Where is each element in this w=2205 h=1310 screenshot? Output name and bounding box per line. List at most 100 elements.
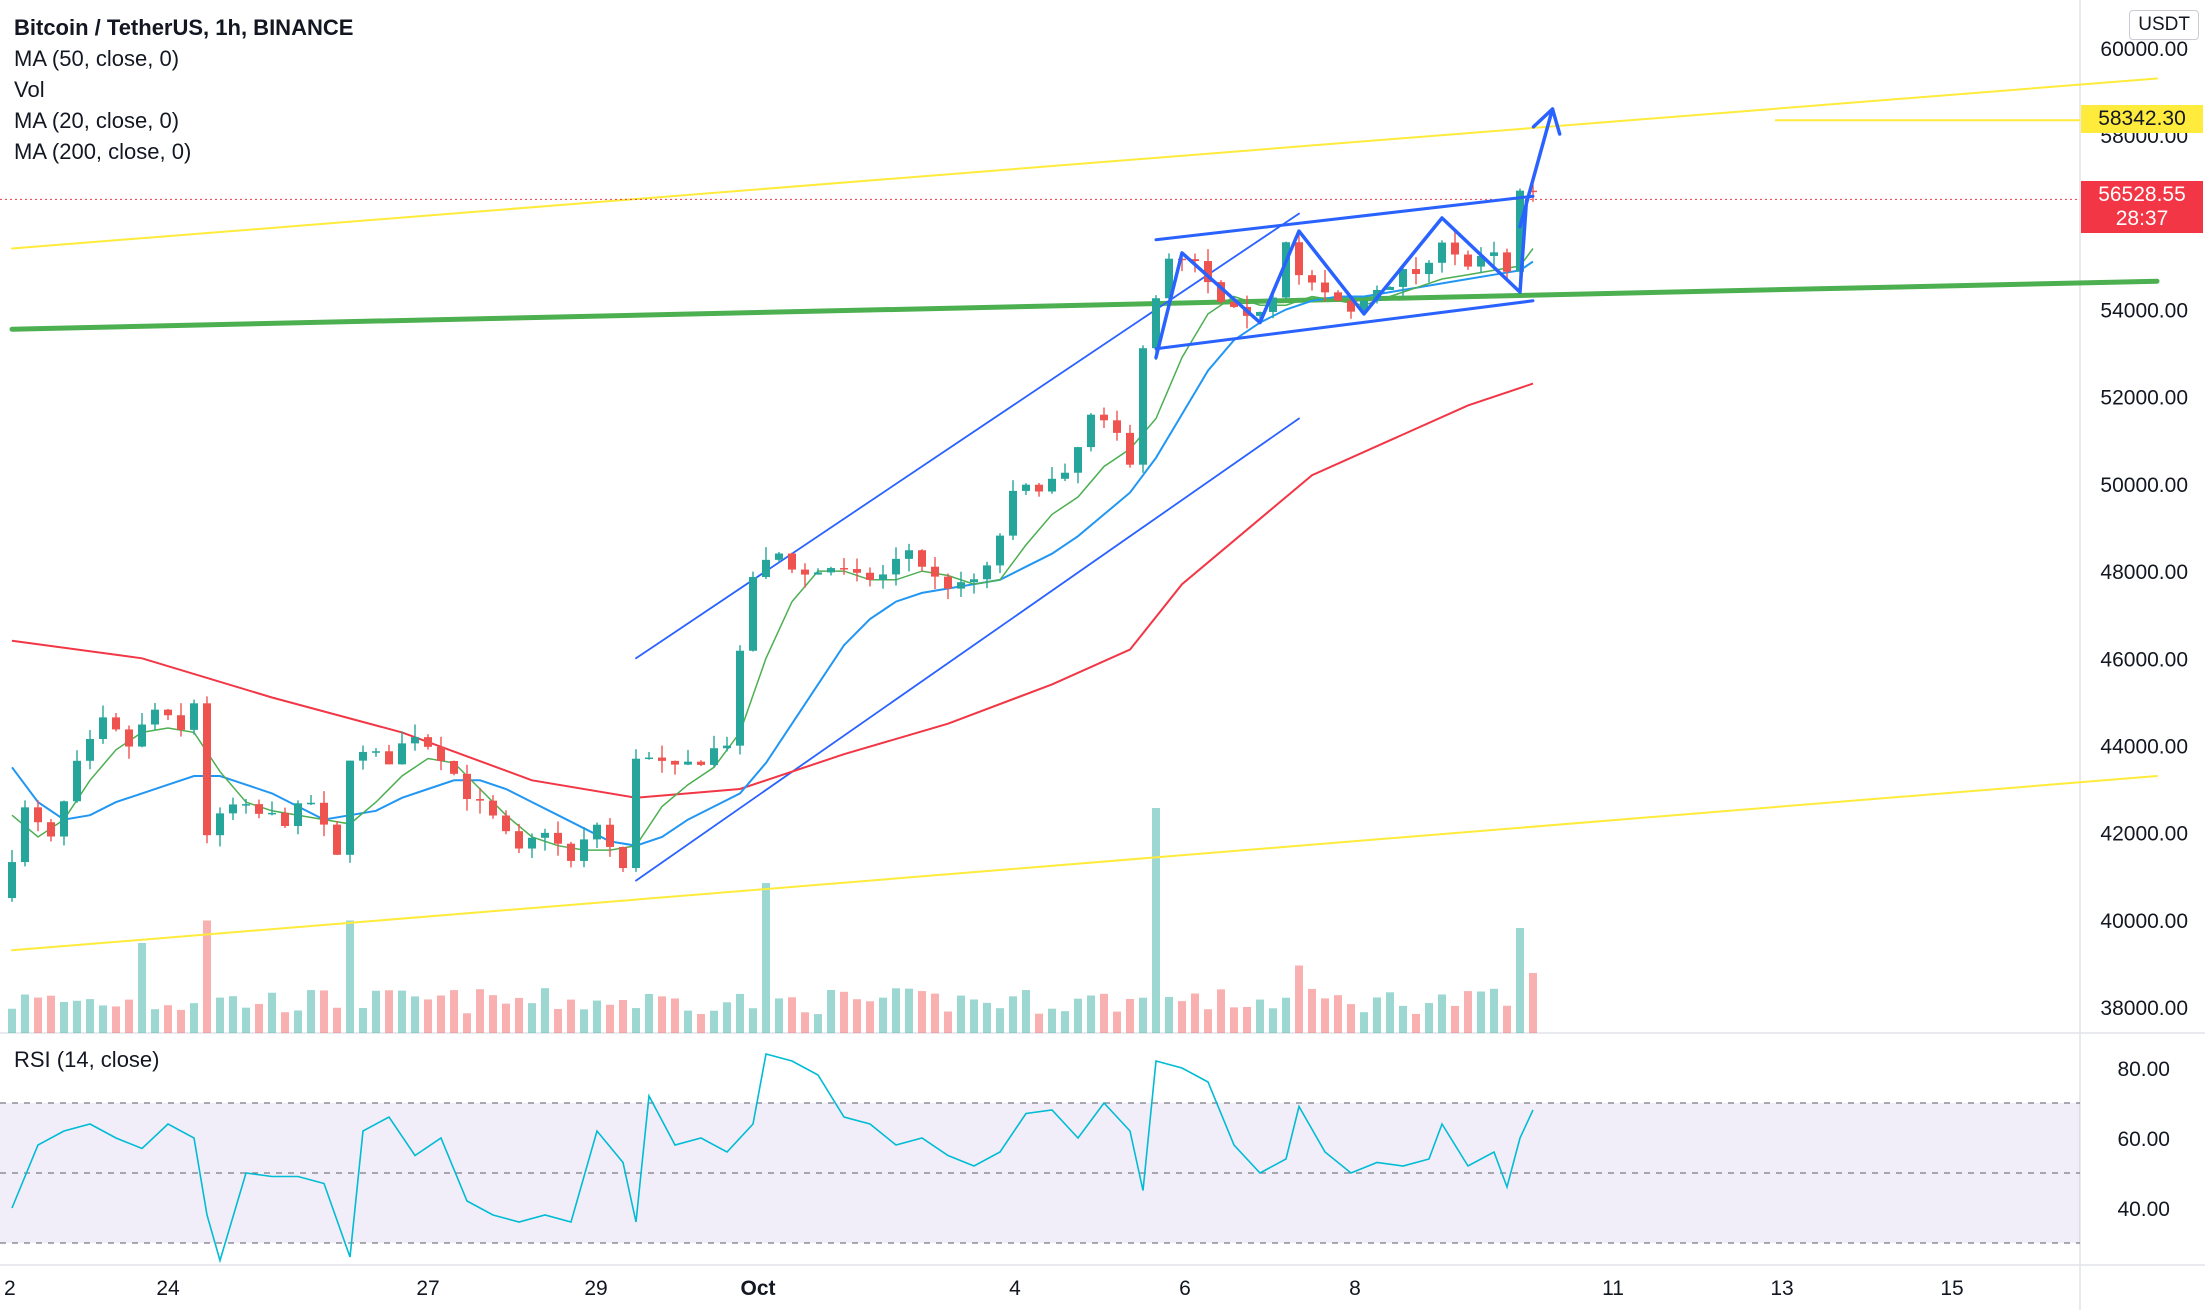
candle-body[interactable] [203, 703, 211, 836]
legend-ma200[interactable]: MA (200, close, 0) [14, 139, 192, 164]
candle-body[interactable] [580, 839, 588, 861]
pattern-drawings[interactable] [1154, 107, 1562, 360]
candle-body[interactable] [879, 574, 887, 580]
candlesticks[interactable] [8, 184, 1537, 902]
candle-body[interactable] [294, 803, 302, 827]
candle-body[interactable] [736, 650, 744, 746]
candle-body[interactable] [1061, 472, 1069, 479]
rising-channel-upper[interactable] [635, 212, 1300, 660]
candle-body[interactable] [918, 550, 926, 567]
candle-body[interactable] [866, 572, 874, 580]
candle-body[interactable] [151, 709, 159, 725]
candle-body[interactable] [86, 738, 94, 761]
candle-body[interactable] [112, 717, 120, 730]
candle-body[interactable] [528, 837, 536, 849]
price-tick-label[interactable]: 54000.00 [2100, 300, 2188, 323]
candle-body[interactable] [1516, 190, 1524, 272]
candle-body[interactable] [1126, 432, 1134, 465]
time-tick-label[interactable]: 4 [1009, 1277, 1021, 1300]
candle-body[interactable] [1087, 414, 1095, 448]
candle-body[interactable] [1269, 297, 1277, 312]
candle-body[interactable] [814, 572, 822, 575]
candle-body[interactable] [437, 746, 445, 762]
candle-body[interactable] [762, 559, 770, 578]
rsi-axis[interactable]: 80.00 60.00 40.00 [2117, 1058, 2170, 1221]
candle-body[interactable] [1529, 190, 1537, 193]
time-axis[interactable]: 2 24 27 29 Oct 4 6 8 11 13 15 [4, 1277, 1964, 1300]
candle-body[interactable] [320, 802, 328, 825]
candle-body[interactable] [1334, 292, 1342, 301]
candle-body[interactable] [1347, 300, 1355, 312]
candle-body[interactable] [463, 773, 471, 800]
time-tick-label[interactable]: 29 [584, 1277, 607, 1300]
candle-body[interactable] [1425, 262, 1433, 274]
candle-body[interactable] [1230, 301, 1238, 307]
time-tick-label[interactable]: 2 [4, 1277, 16, 1300]
candle-body[interactable] [1399, 269, 1407, 287]
candle-body[interactable] [450, 761, 458, 774]
candle-body[interactable] [554, 832, 562, 844]
candle-body[interactable] [1503, 252, 1511, 272]
candle-body[interactable] [411, 737, 419, 744]
legend-ma50[interactable]: MA (50, close, 0) [14, 46, 180, 71]
candle-body[interactable] [216, 813, 224, 836]
candle-body[interactable] [268, 812, 276, 815]
candle-body[interactable] [1295, 242, 1303, 276]
candle-body[interactable] [242, 804, 250, 806]
candle-body[interactable] [1152, 298, 1160, 349]
candle-body[interactable] [970, 579, 978, 583]
candle-body[interactable] [645, 757, 653, 760]
candle-body[interactable] [775, 553, 783, 560]
candle-body[interactable] [593, 824, 601, 840]
candle-body[interactable] [632, 758, 640, 869]
candle-body[interactable] [1464, 254, 1472, 267]
candle-body[interactable] [697, 761, 705, 765]
candle-body[interactable] [840, 568, 848, 570]
candle-body[interactable] [1139, 348, 1147, 465]
candle-body[interactable] [944, 576, 952, 589]
candle-body[interactable] [671, 760, 679, 765]
candle-body[interactable] [1074, 447, 1082, 473]
candle-body[interactable] [1256, 311, 1264, 316]
candle-body[interactable] [1386, 286, 1394, 290]
candle-body[interactable] [1204, 261, 1212, 283]
candle-body[interactable] [1113, 420, 1121, 433]
candle-body[interactable] [931, 566, 939, 577]
candle-body[interactable] [1451, 242, 1459, 255]
candle-body[interactable] [138, 724, 146, 747]
rsi-tick-label[interactable]: 40.00 [2117, 1198, 2170, 1221]
candle-body[interactable] [489, 800, 497, 816]
candle-body[interactable] [99, 717, 107, 739]
price-tick-label[interactable]: 44000.00 [2100, 735, 2188, 758]
price-tick-label[interactable]: 48000.00 [2100, 561, 2188, 584]
candle-body[interactable] [801, 569, 809, 575]
candle-body[interactable] [658, 757, 666, 761]
candle-body[interactable] [957, 582, 965, 589]
legend-vol[interactable]: Vol [14, 77, 45, 102]
candle-body[interactable] [723, 745, 731, 749]
candle-body[interactable] [1282, 242, 1290, 298]
candle-body[interactable] [853, 569, 861, 573]
candle-body[interactable] [606, 824, 614, 847]
candle-body[interactable] [398, 743, 406, 765]
price-tick-label[interactable]: 38000.00 [2100, 997, 2188, 1020]
time-tick-label[interactable]: 24 [156, 1277, 180, 1300]
candle-body[interactable] [710, 748, 718, 765]
flag-upper-line[interactable] [1154, 194, 1535, 242]
upper-yellow-trendline[interactable] [11, 77, 2158, 250]
currency-button[interactable]: USDT [2129, 10, 2199, 40]
candle-body[interactable] [515, 831, 523, 849]
candle-body[interactable] [905, 550, 913, 559]
candle-body[interactable] [1022, 484, 1030, 491]
breakout-arrow[interactable] [1518, 107, 1555, 229]
candle-body[interactable] [1048, 478, 1056, 492]
time-tick-label[interactable]: 13 [1770, 1277, 1793, 1300]
candle-body[interactable] [1100, 414, 1108, 421]
price-tick-label[interactable]: 40000.00 [2100, 910, 2188, 933]
lower-yellow-trendline[interactable] [11, 775, 2158, 952]
candle-body[interactable] [385, 751, 393, 765]
legend-ma20[interactable]: MA (20, close, 0) [14, 108, 180, 133]
candle-body[interactable] [359, 751, 367, 761]
candle-body[interactable] [164, 709, 172, 716]
candle-body[interactable] [73, 760, 81, 802]
